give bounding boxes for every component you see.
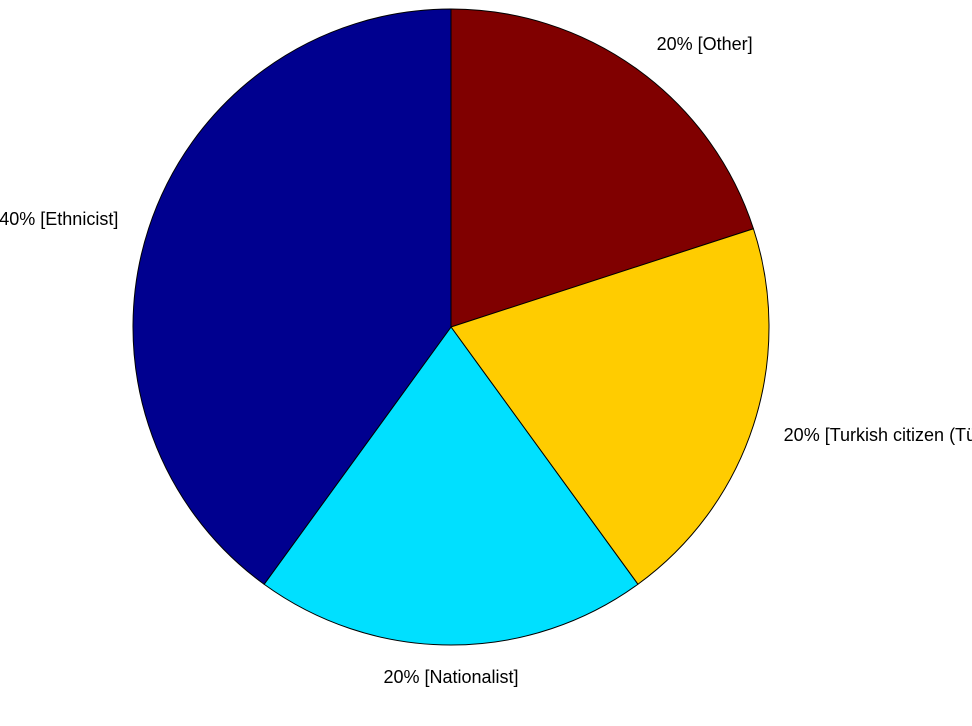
pie-slice-other (450, 8, 754, 328)
pie-slice-ethnicist (132, 8, 452, 585)
pie-slice-turkish-citizen-t-rkiyeli (450, 228, 770, 585)
pie-slice-nationalist (263, 326, 639, 646)
pie-labels: 20% [Other] 20% [Turkish citizen (Türkiye… (0, 34, 972, 687)
pie-slices (132, 8, 770, 646)
pie-label-other: 20% [Other] (657, 34, 753, 54)
pie-label-nationalist: 20% [Nationalist] (383, 667, 518, 687)
pie-label-ethnicist: 40% [Ethnicist] (0, 209, 118, 229)
pie-label-turkish-citizen-t-rkiyeli: 20% [Turkish citizen (Türkiyeli)] (784, 425, 972, 445)
